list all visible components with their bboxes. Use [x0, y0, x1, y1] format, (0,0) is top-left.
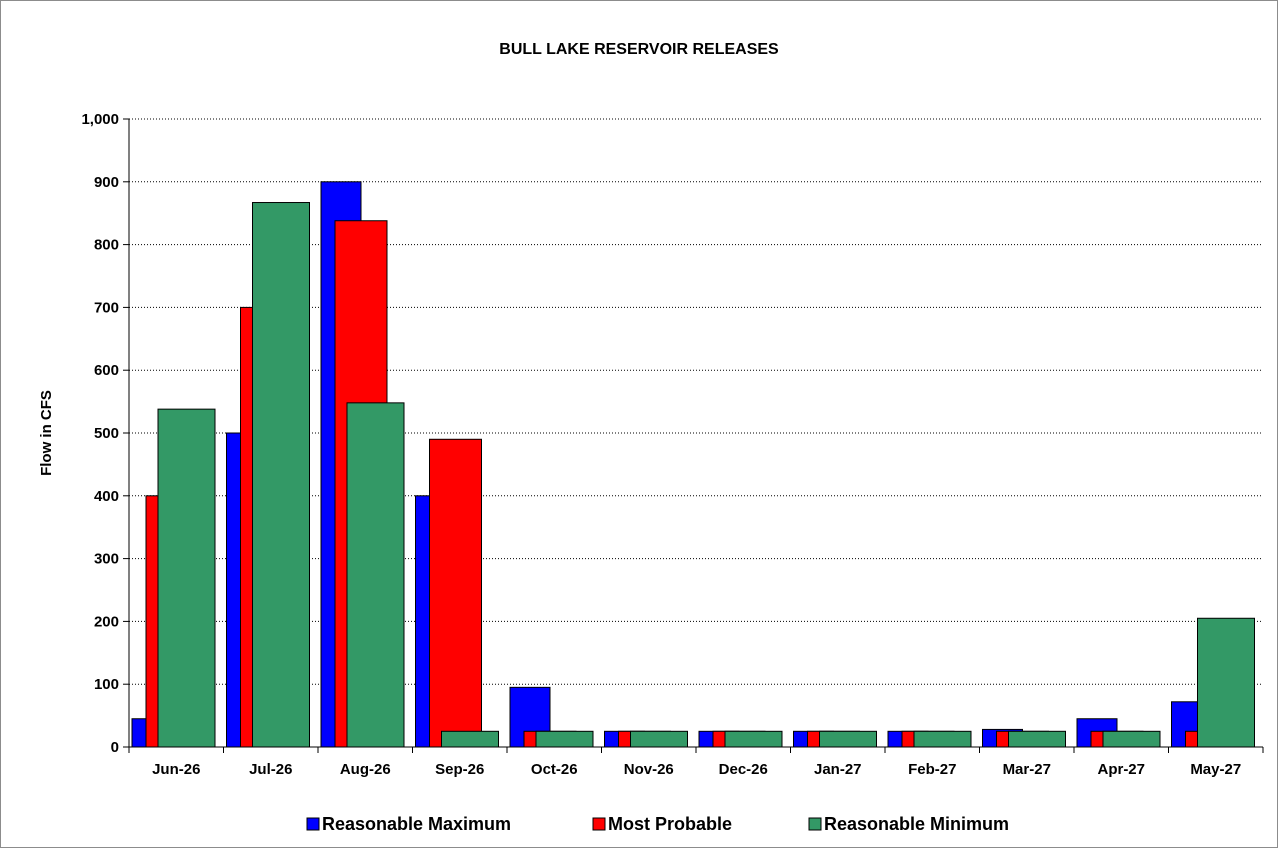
x-tick-label: Apr-27: [1097, 761, 1145, 778]
y-tick-label: 600: [94, 362, 119, 379]
x-tick-label: Jun-26: [152, 761, 200, 778]
bar-reasonable-minimum: [157, 408, 216, 748]
y-tick-label: 500: [94, 425, 119, 442]
y-tick-label: 300: [94, 551, 119, 568]
bar-reasonable-minimum: [724, 730, 783, 748]
x-tick-label: Dec-26: [719, 761, 768, 778]
x-tick-label: Aug-26: [340, 761, 391, 778]
x-tick-label: Sep-26: [435, 761, 484, 778]
bar-reasonable-minimum: [346, 402, 405, 748]
bar-reasonable-minimum: [1008, 730, 1066, 748]
bar-reasonable-minimum: [441, 730, 499, 748]
x-axis-ticks: Jun-26 Jul-26 Aug-26 Sep-26 Oct-26 Nov-26 Dec-…: [128, 747, 1264, 778]
bar-reasonable-minimum: [252, 202, 310, 748]
x-tick-label: Feb-27: [908, 761, 956, 778]
legend-reasonable-maximum-label: Reasonable Maximum: [322, 814, 511, 834]
y-tick-label: 900: [94, 174, 119, 191]
chart-title: BULL LAKE RESERVOIR RELEASES: [499, 41, 779, 58]
bar-reasonable-minimum: [630, 730, 688, 748]
legend: Reasonable Maximum Most Probable Reasonabl…: [306, 814, 1009, 834]
x-tick-label: Jul-26: [249, 761, 292, 778]
bar-reasonable-minimum: [913, 730, 972, 748]
bar-most-probable: [429, 438, 482, 748]
bar-reasonable-minimum: [819, 730, 877, 748]
x-tick-label: Oct-26: [531, 761, 578, 778]
gridlines: [129, 118, 1263, 685]
x-tick-label: Mar-27: [1003, 761, 1051, 778]
y-axis-label: Flow in CFS: [38, 390, 55, 476]
y-tick-label: 200: [94, 613, 119, 630]
y-tick-label: 1,000: [81, 111, 119, 128]
legend-most-probable-label: Most Probable: [608, 814, 732, 834]
bar-reasonable-minimum: [1102, 730, 1161, 748]
bars: [131, 181, 1255, 748]
bar-reasonable-minimum: [535, 730, 594, 748]
x-tick-label: May-27: [1190, 761, 1241, 778]
y-tick-label: 100: [94, 676, 119, 693]
legend-reasonable-maximum-swatch: [306, 817, 320, 831]
y-tick-label: 0: [111, 739, 119, 756]
y-axis-ticks: 0 100 200 300 400 500 600 700 800 900 1,000: [81, 111, 129, 756]
legend-reasonable-minimum-swatch: [808, 817, 822, 831]
y-tick-label: 400: [94, 488, 119, 505]
y-tick-label: 700: [94, 299, 119, 316]
legend-reasonable-minimum-label: Reasonable Minimum: [824, 814, 1009, 834]
x-tick-label: Nov-26: [624, 761, 674, 778]
x-tick-label: Jan-27: [814, 761, 862, 778]
bar-reasonable-minimum: [1197, 617, 1255, 748]
y-tick-label: 800: [94, 237, 119, 254]
legend-most-probable-swatch: [592, 817, 606, 831]
